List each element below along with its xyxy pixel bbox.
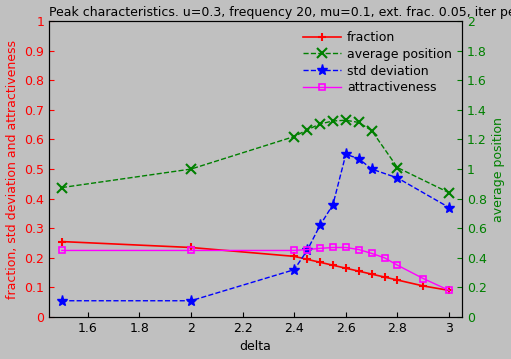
attractiveness bbox=[188, 248, 194, 253]
average position bbox=[394, 165, 401, 170]
attractiveness bbox=[446, 288, 452, 293]
average position bbox=[343, 118, 349, 122]
std deviation bbox=[330, 202, 336, 207]
fraction bbox=[420, 284, 426, 288]
attractiveness bbox=[317, 246, 323, 251]
Legend: fraction, average position, std deviation, attractiveness: fraction, average position, std deviatio… bbox=[299, 27, 456, 98]
std deviation bbox=[188, 299, 194, 303]
attractiveness bbox=[343, 245, 349, 250]
X-axis label: delta: delta bbox=[240, 340, 271, 354]
Text: Peak characteristics. u=0.3, frequency 20, mu=0.1, ext. frac. 0.05, iter per ag : Peak characteristics. u=0.3, frequency 2… bbox=[49, 5, 511, 19]
fraction bbox=[291, 254, 297, 258]
fraction bbox=[188, 245, 194, 250]
attractiveness bbox=[420, 276, 426, 281]
Y-axis label: fraction, std deviation and attractiveness: fraction, std deviation and attractivene… bbox=[6, 39, 18, 299]
fraction bbox=[343, 266, 349, 270]
attractiveness bbox=[304, 247, 310, 252]
std deviation bbox=[394, 176, 401, 180]
fraction bbox=[356, 269, 362, 273]
fraction bbox=[394, 278, 401, 282]
fraction bbox=[382, 275, 388, 279]
attractiveness bbox=[382, 256, 388, 260]
attractiveness bbox=[291, 248, 297, 253]
fraction bbox=[59, 239, 65, 244]
std deviation bbox=[317, 223, 323, 228]
average position bbox=[59, 185, 65, 190]
average position bbox=[368, 129, 375, 133]
fraction bbox=[317, 260, 323, 265]
std deviation bbox=[343, 152, 349, 157]
average position bbox=[356, 120, 362, 125]
std deviation bbox=[304, 248, 310, 253]
average position bbox=[446, 191, 452, 195]
attractiveness bbox=[59, 248, 65, 253]
std deviation bbox=[368, 167, 375, 171]
Line: average position: average position bbox=[57, 115, 454, 197]
std deviation bbox=[59, 299, 65, 303]
average position bbox=[304, 128, 310, 132]
fraction bbox=[368, 272, 375, 276]
attractiveness bbox=[356, 247, 362, 252]
attractiveness bbox=[368, 251, 375, 256]
average position bbox=[291, 134, 297, 139]
fraction bbox=[330, 263, 336, 267]
average position bbox=[330, 119, 336, 123]
Line: attractiveness: attractiveness bbox=[58, 244, 453, 294]
fraction bbox=[446, 288, 452, 293]
Line: std deviation: std deviation bbox=[56, 149, 455, 306]
Line: fraction: fraction bbox=[58, 237, 453, 295]
average position bbox=[188, 167, 194, 171]
average position bbox=[317, 122, 323, 126]
std deviation bbox=[356, 157, 362, 161]
attractiveness bbox=[330, 245, 336, 250]
std deviation bbox=[291, 267, 297, 272]
std deviation bbox=[446, 205, 452, 210]
fraction bbox=[304, 257, 310, 261]
attractiveness bbox=[394, 263, 401, 267]
Y-axis label: average position: average position bbox=[493, 117, 505, 222]
